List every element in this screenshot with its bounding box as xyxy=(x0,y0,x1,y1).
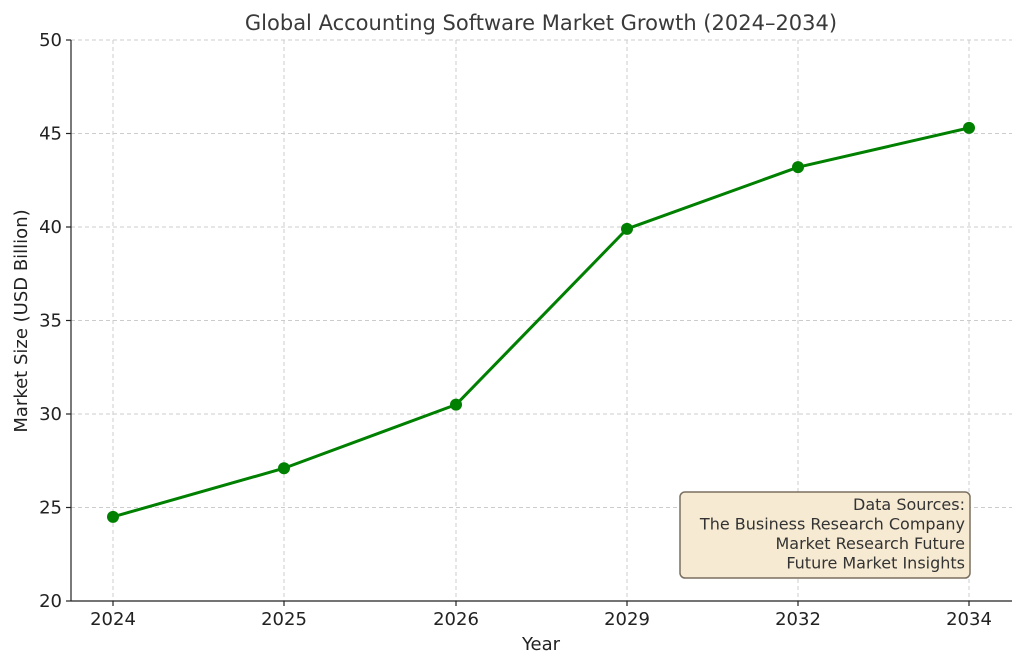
x-tick-label: 2034 xyxy=(946,609,992,630)
x-tick-label: 2032 xyxy=(775,609,821,630)
x-tick-label: 2026 xyxy=(433,609,479,630)
grid-lines xyxy=(71,39,1012,602)
data-point xyxy=(792,161,804,174)
data-point xyxy=(621,222,633,235)
y-tick-label: 50 xyxy=(39,30,62,51)
data-point xyxy=(107,510,119,523)
y-tick-label: 20 xyxy=(39,591,62,612)
y-tick-label: 30 xyxy=(39,404,62,425)
note-line: The Business Research Company xyxy=(699,515,965,534)
data-sources-note: Data Sources:The Business Research Compa… xyxy=(679,491,971,579)
y-tick-label: 25 xyxy=(39,498,62,519)
series-group xyxy=(107,121,975,523)
x-axis-label: Year xyxy=(521,634,561,655)
x-tick-label: 2025 xyxy=(261,609,307,630)
note-box xyxy=(679,491,971,579)
y-tick-label: 40 xyxy=(39,217,62,238)
y-tick-label: 45 xyxy=(39,124,62,145)
y-axis-label: Market Size (USD Billion) xyxy=(11,209,32,432)
y-tick-label: 35 xyxy=(39,311,62,332)
x-tick-label: 2029 xyxy=(604,609,650,630)
series-line xyxy=(112,126,970,519)
note-line: Data Sources: xyxy=(853,495,965,514)
chart-title: Global Accounting Software Market Growth… xyxy=(245,11,837,35)
y-axis-ticks: 20 25 30 35 40 45 50 xyxy=(39,30,71,612)
x-tick-label: 2024 xyxy=(90,609,136,630)
data-point xyxy=(450,398,462,411)
note-line: Market Research Future xyxy=(775,534,965,553)
x-axis-ticks: 2024 2025 2026 2029 2032 2034 xyxy=(90,601,992,630)
data-point xyxy=(963,121,975,134)
data-point xyxy=(278,462,290,475)
note-line: Future Market Insights xyxy=(786,554,965,573)
